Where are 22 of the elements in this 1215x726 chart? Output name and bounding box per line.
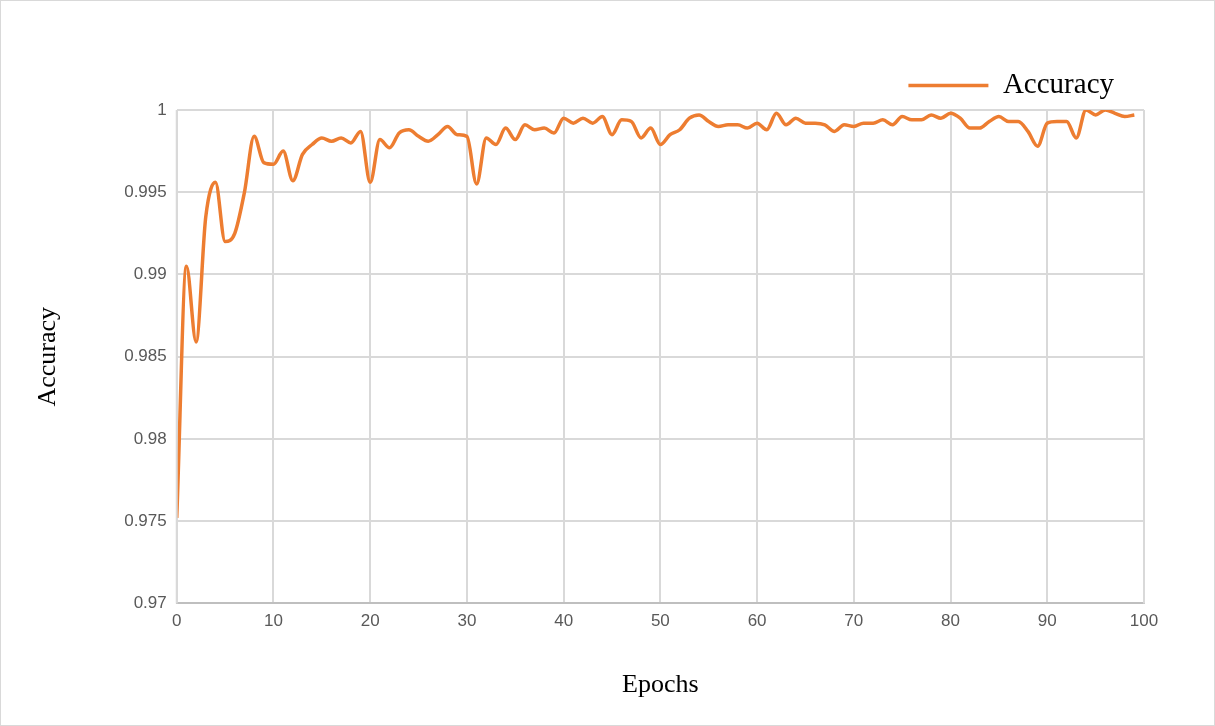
y-tick-label: 1: [157, 99, 167, 119]
x-tick-label: 40: [554, 611, 574, 631]
y-tick-label: 0.995: [124, 181, 167, 201]
x-tick-label: 80: [941, 611, 961, 631]
y-axis-title: Accuracy: [32, 306, 62, 407]
x-tick-label: 100: [1129, 611, 1159, 631]
legend-label: Accuracy: [1002, 67, 1115, 100]
y-tick-label: 0.98: [133, 428, 167, 448]
x-tick-label: 90: [1037, 611, 1057, 631]
x-tick-label: 0: [172, 611, 182, 631]
x-tick-label: 50: [650, 611, 670, 631]
x-tick-label: 10: [264, 611, 283, 631]
x-tick-label: 60: [747, 611, 767, 631]
y-tick-label: 0.975: [124, 510, 167, 530]
y-tick-label: 0.99: [133, 264, 167, 284]
x-tick-label: 30: [457, 611, 477, 631]
line-series: [176, 110, 1137, 520]
x-axis-title: Epochs: [622, 669, 699, 699]
x-tick-label: 20: [360, 611, 380, 631]
x-tick-label: 70: [844, 611, 864, 631]
y-tick-label: 0.97: [133, 593, 167, 613]
y-tick-label: 0.985: [124, 346, 167, 366]
